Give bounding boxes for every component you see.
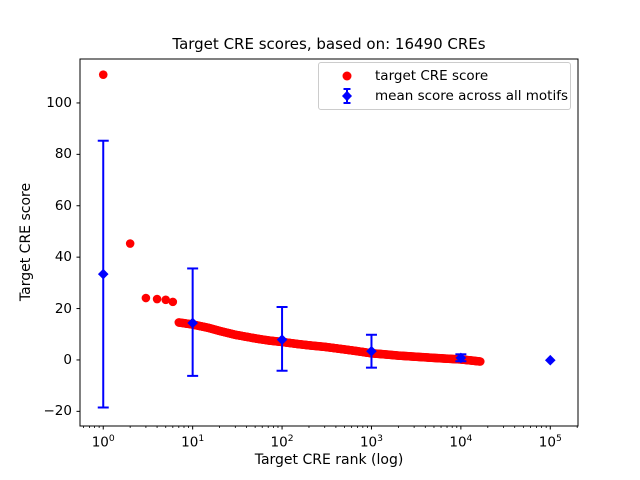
- x-tick-label: 103: [359, 433, 383, 451]
- y-tick-label: 100: [46, 94, 72, 111]
- red-scatter-point: [161, 295, 171, 305]
- y-tick-label: 60: [54, 197, 72, 214]
- y-tick-label: −20: [43, 403, 73, 420]
- y-tick-label: 80: [54, 146, 72, 163]
- legend: target CRE score mean score across all m…: [318, 62, 571, 110]
- x-tick-label: 102: [270, 433, 294, 451]
- legend-label: mean score across all motifs: [375, 88, 569, 104]
- mean-diamond-point: [544, 354, 556, 366]
- red-scatter-point: [168, 297, 178, 307]
- x-tick-label: 100: [91, 433, 115, 451]
- mean-diamond-point: [276, 334, 288, 345]
- x-axis-label: Target CRE rank (log): [254, 452, 404, 468]
- blue-diamond-errorbar-marker-icon: [319, 87, 375, 105]
- chart-title: Target CRE scores, based on: 16490 CREs: [172, 35, 486, 53]
- red-scatter-point: [125, 239, 135, 248]
- legend-item-target-cre-score: target CRE score: [319, 67, 570, 86]
- mean-errorbar-series: [97, 139, 556, 409]
- red-scatter-point: [152, 294, 162, 304]
- x-tick-label: 104: [449, 433, 473, 451]
- red-scatter-point: [141, 293, 151, 303]
- x-tick-label: 101: [181, 433, 205, 451]
- red-scatter-series: [98, 70, 485, 366]
- legend-label: target CRE score: [375, 68, 489, 84]
- red-scatter-point: [475, 357, 485, 366]
- y-tick-label: 40: [54, 249, 72, 266]
- axes-spines: [79, 58, 579, 427]
- mean-diamond-point: [455, 352, 467, 364]
- mean-diamond-point: [187, 317, 198, 329]
- red-scatter-point: [98, 70, 108, 79]
- legend-item-mean-score: mean score across all motifs: [319, 87, 570, 106]
- y-tick-label: 0: [63, 351, 72, 368]
- mean-diamond-point: [366, 345, 377, 357]
- x-tick-label: 105: [538, 433, 562, 451]
- y-tick-label: 20: [54, 300, 72, 317]
- red-circle-marker-icon: [319, 67, 375, 85]
- mean-diamond-point: [97, 268, 109, 280]
